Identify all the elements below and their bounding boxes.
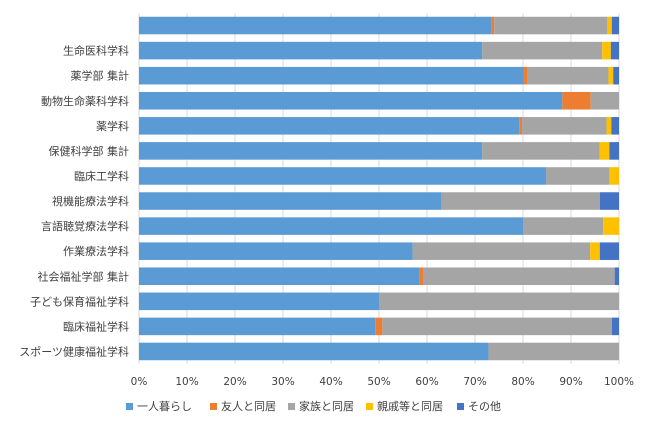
bar-segment xyxy=(613,67,619,85)
bar-segment xyxy=(562,92,590,110)
bar-segment xyxy=(546,167,609,185)
category-label: 視機能療法学科 xyxy=(52,194,129,208)
legend-label: その他 xyxy=(468,400,501,413)
bar-segment xyxy=(612,318,619,336)
category-label: 臨床工学科 xyxy=(74,169,129,183)
bar-segment xyxy=(612,17,619,35)
bar-segment xyxy=(139,267,420,285)
x-tick-label: 100% xyxy=(604,376,634,388)
x-tick-label: 60% xyxy=(415,376,438,388)
bar-segment xyxy=(441,192,599,210)
x-tick-label: 0% xyxy=(131,376,148,388)
legend-item: 一人暮らし xyxy=(126,399,192,413)
category-label: 動物生命薬科学科 xyxy=(41,94,129,108)
category-label: 薬学部 集計 xyxy=(71,69,130,83)
legend-swatch xyxy=(210,403,217,410)
legend-item: 友人と同居 xyxy=(210,399,276,413)
bar-segment xyxy=(607,117,612,135)
bar-segment xyxy=(523,217,603,235)
category-label: 保健科学部 集計 xyxy=(49,144,130,158)
category-label: 作業療法学科 xyxy=(63,244,129,258)
bar-segment xyxy=(382,318,611,336)
bar-segment xyxy=(139,142,482,160)
bar-segment xyxy=(611,42,619,60)
bar-segment xyxy=(611,117,619,135)
bar-segment xyxy=(600,242,619,260)
legend-swatch xyxy=(366,403,373,410)
bar-segment xyxy=(482,142,600,160)
category-label: 言語聴覚療法学科 xyxy=(41,219,129,233)
legend-label: 家族と同居 xyxy=(299,399,354,413)
x-tick-label: 90% xyxy=(559,376,582,388)
bar-segment xyxy=(139,117,519,135)
legend-swatch xyxy=(457,403,464,410)
legend-item: 家族と同居 xyxy=(288,399,354,413)
bar-segment xyxy=(139,293,379,311)
x-tick-label: 30% xyxy=(271,376,294,388)
legend-label: 親戚等と同居 xyxy=(377,399,443,413)
bar-segment xyxy=(139,42,482,60)
bar-segment xyxy=(375,318,382,336)
category-label: スポーツ健康福祉学科 xyxy=(19,344,129,358)
bar-segment xyxy=(413,242,591,260)
legend-item: その他 xyxy=(457,400,501,413)
bar-segment xyxy=(590,242,600,260)
bar-segment xyxy=(522,117,606,135)
category-label: 臨床福祉学科 xyxy=(63,319,129,333)
category-label: 生命医科学科 xyxy=(63,44,129,58)
x-tick-label: 20% xyxy=(223,376,246,388)
bar-segment xyxy=(139,67,523,85)
bar-segment xyxy=(139,343,488,361)
category-label: 社会福祉学部 集計 xyxy=(38,269,130,283)
x-tick-label: 40% xyxy=(319,376,342,388)
category-label: 薬学科 xyxy=(96,119,129,133)
bar-segment xyxy=(482,42,602,60)
bar-segment xyxy=(603,217,619,235)
bar-segment xyxy=(494,17,607,35)
bar-segment xyxy=(519,117,522,135)
legend-swatch xyxy=(288,403,295,410)
bar-segment xyxy=(492,17,494,35)
bar-segment xyxy=(607,17,612,35)
bar-segment xyxy=(602,42,611,60)
legend-label: 一人暮らし xyxy=(137,399,192,413)
bar-segment xyxy=(424,267,615,285)
bar-segment xyxy=(608,67,613,85)
category-label: 子ども保育福祉学科 xyxy=(30,294,129,308)
bar-segment xyxy=(609,167,619,185)
bar-segment xyxy=(139,192,441,210)
bar-segment xyxy=(523,67,528,85)
x-tick-label: 80% xyxy=(511,376,534,388)
x-tick-label: 10% xyxy=(175,376,198,388)
bar-segment xyxy=(600,142,610,160)
bar-segment xyxy=(488,343,619,361)
bar-segment xyxy=(139,318,375,336)
legend: 一人暮らし 友人と同居 家族と同居 親戚等と同居 その他 xyxy=(126,399,501,413)
legend-label: 友人と同居 xyxy=(221,399,276,413)
bar-segment xyxy=(139,167,546,185)
bar-segment xyxy=(609,142,619,160)
bar-segment xyxy=(615,267,619,285)
bar-segment xyxy=(139,92,562,110)
bar-segment xyxy=(139,17,492,35)
bar-segment xyxy=(420,267,424,285)
x-tick-label: 70% xyxy=(463,376,486,388)
bar-segment xyxy=(528,67,609,85)
bar-segment xyxy=(379,293,619,311)
gridlines xyxy=(139,13,619,364)
legend-item: 親戚等と同居 xyxy=(366,399,443,413)
x-tick-label: 50% xyxy=(367,376,390,388)
bar-segment xyxy=(600,192,619,210)
bar-segment xyxy=(139,217,523,235)
bar-segment xyxy=(591,92,619,110)
x-axis-tick-labels: 0% 10% 20% 30% 40% 50% 60% 70% 80% 90% 100% xyxy=(131,376,634,388)
bar-segment xyxy=(139,242,413,260)
legend-swatch xyxy=(126,403,133,410)
